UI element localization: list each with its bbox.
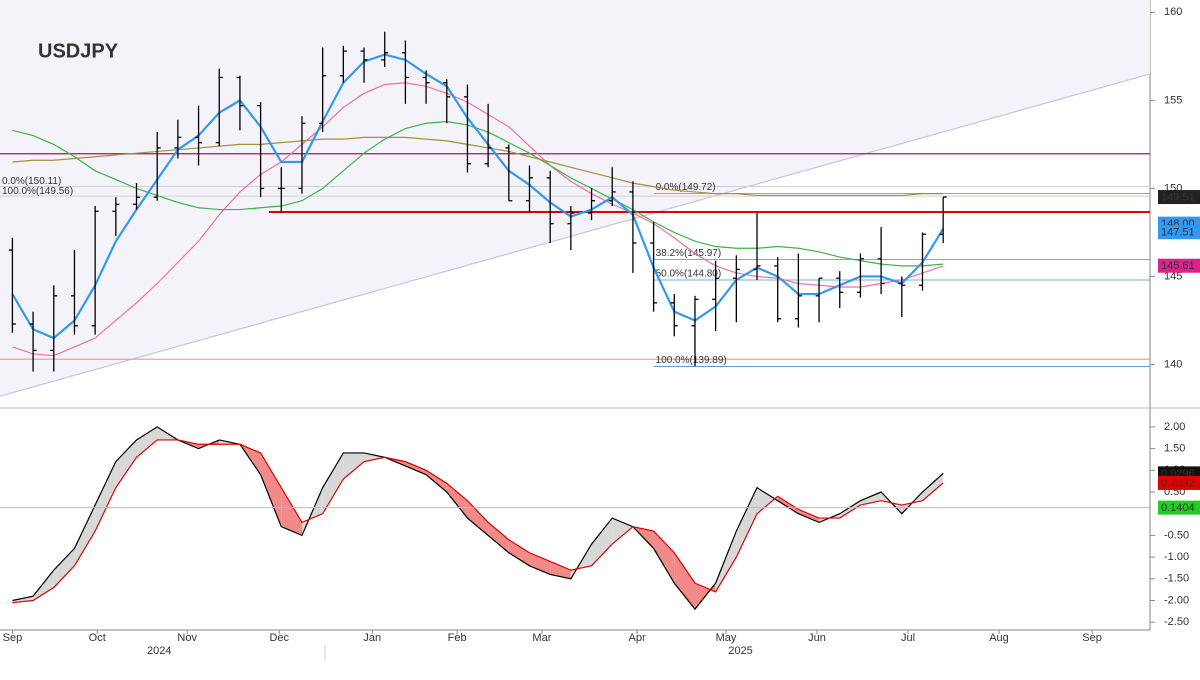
osc-tag — [1158, 500, 1200, 515]
osc-fill — [488, 522, 509, 553]
y-tick-label: 155 — [1164, 94, 1182, 106]
osc-y-tick-label: -1.50 — [1164, 573, 1189, 585]
osc-fill — [74, 505, 96, 566]
price-tag-label: 147.51 — [1161, 227, 1195, 239]
fib-label: 0.0%(149.72) — [656, 182, 716, 193]
x-tick-label: Nov — [177, 632, 197, 644]
price-tag-label: 149.51 — [1161, 191, 1195, 203]
price-tag — [1158, 225, 1200, 240]
osc-fill — [405, 461, 427, 475]
osc-fill — [550, 561, 571, 579]
osc-fill — [426, 470, 447, 493]
osc-fill — [136, 426, 158, 458]
x-tick-label: Feb — [448, 632, 467, 644]
osc-fill — [777, 496, 799, 514]
osc-fill — [591, 518, 613, 566]
osc-fill — [653, 531, 675, 584]
price-tag — [1158, 258, 1200, 273]
osc-fill — [322, 452, 344, 514]
osc-fill — [446, 483, 468, 519]
osc-fill — [33, 570, 54, 601]
x-tick-label: Sep — [1082, 632, 1102, 644]
osc-fill — [95, 461, 116, 532]
x-tick-label: Mar — [532, 632, 551, 644]
price-tag — [1158, 190, 1200, 205]
osc-fill — [798, 509, 820, 523]
osc-fill — [508, 539, 530, 566]
osc-fill — [736, 487, 758, 558]
osc-fill — [364, 452, 385, 462]
year-label: 2024 — [147, 645, 171, 657]
osc-y-tick-label: 1.50 — [1164, 443, 1185, 455]
fib-label: 38.2%(145.97) — [656, 248, 722, 259]
moving-average — [12, 136, 944, 197]
y-tick-label: 160 — [1164, 6, 1182, 18]
x-tick-label: Jul — [901, 632, 915, 644]
x-tick-label: Oct — [89, 632, 106, 644]
osc-fill — [115, 439, 137, 488]
osc-fill — [343, 452, 365, 479]
x-tick-label: Dec — [269, 632, 289, 644]
moving-average — [12, 120, 944, 267]
osc-y-tick-label: -0.50 — [1164, 529, 1189, 541]
osc-fill — [839, 500, 861, 519]
moving-average — [11, 53, 945, 340]
moving-average — [12, 82, 944, 357]
x-tick-label: Aug — [989, 632, 1009, 644]
osc-tag-label: 0.7092 — [1161, 477, 1195, 489]
fib-label: 100.0%(139.89) — [656, 355, 727, 366]
osc-fill — [281, 487, 302, 536]
x-tick-label: Sep — [3, 632, 23, 644]
x-tick-label: May — [716, 632, 737, 644]
price-tag-label: 145.61 — [1161, 260, 1195, 272]
fib-label: 100.0%(149.56) — [2, 186, 73, 197]
year-label: 2025 — [728, 645, 752, 657]
y-tick-label: 140 — [1164, 358, 1182, 370]
osc-fill — [674, 552, 695, 610]
trend-shade — [0, 0, 1150, 397]
x-tick-label: Jun — [808, 632, 826, 644]
y-tick-label: 145 — [1164, 270, 1182, 282]
osc-fill — [53, 548, 75, 588]
x-tick-label: Jan — [363, 632, 381, 644]
osc-tag-label: 0.1404 — [1161, 502, 1195, 514]
osc-fill — [529, 552, 551, 575]
chart-title: USDJPY — [38, 40, 119, 62]
osc-fill — [715, 531, 737, 592]
x-tick-label: Apr — [628, 632, 645, 644]
fib-label: 0.0%(150.11) — [2, 176, 61, 187]
osc-fill — [922, 473, 944, 501]
osc-tag — [1158, 475, 1200, 490]
osc-fill — [467, 500, 489, 536]
osc-y-tick-label: -2.00 — [1164, 594, 1189, 606]
osc-y-tick-label: -1.00 — [1164, 551, 1189, 563]
fib-label: 50.0%(144.80) — [656, 269, 722, 280]
osc-y-tick-label: 2.00 — [1164, 421, 1185, 433]
trend-line — [0, 73, 1151, 397]
osc-line — [12, 439, 944, 604]
osc-fill — [260, 452, 282, 527]
osc-y-tick-label: -2.50 — [1164, 616, 1189, 628]
